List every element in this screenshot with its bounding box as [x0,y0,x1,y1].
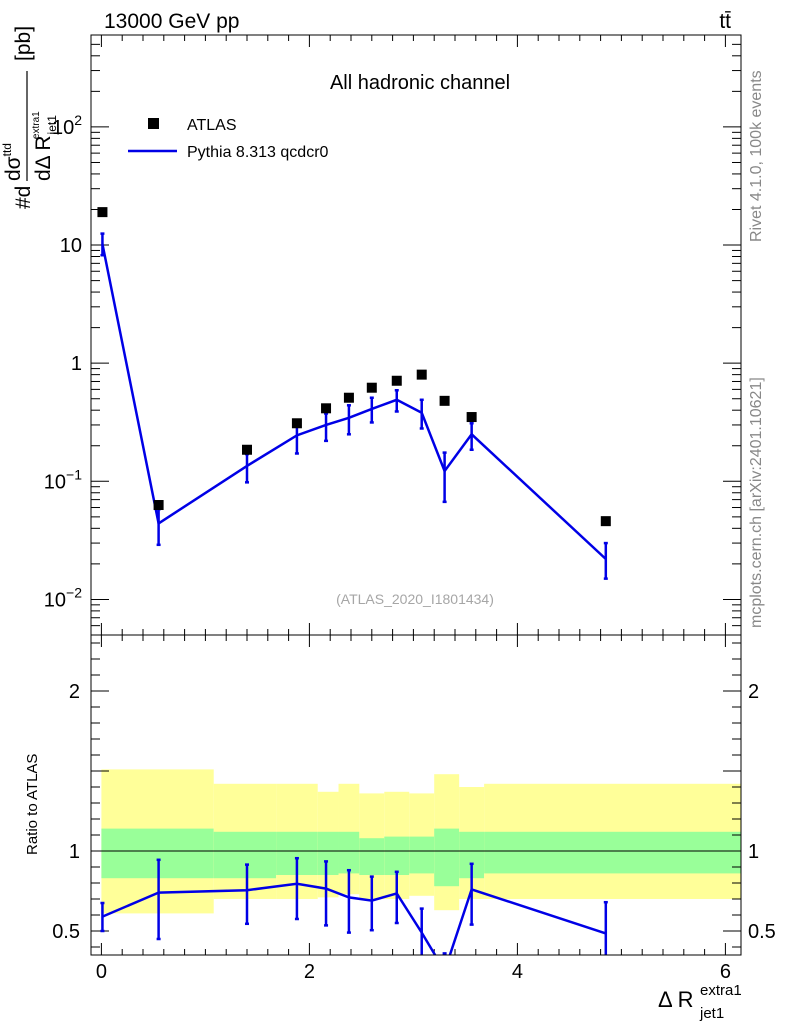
ratio-y-axis-label: Ratio to ATLAS [24,754,41,855]
process-label: tt̄ [719,10,731,33]
data-point [153,500,164,511]
ratio-series [100,856,608,955]
data-point [242,444,252,455]
svg-text:jet1: jet1 [699,1005,724,1022]
ratio-y-tick-label-right: 0.5 [748,921,776,943]
svg-text:extra1: extra1 [700,982,742,999]
y-tick-label: 102 [52,112,82,139]
x-tick-label: 6 [720,961,731,983]
y-tick-label: 10−2 [44,584,82,611]
band-inner-bin [434,828,460,887]
main-series [97,207,611,580]
data-point [416,369,427,380]
ratio-y-tick-label-right: 1 [748,841,759,863]
legend-label-pythia: Pythia 8.313 qcdcr0 [187,144,329,161]
svg-text:dσttd: dσttd [0,143,25,181]
plot-title: All hadronic channel [330,72,510,94]
ratio-y-tick-label-right: 2 [748,681,759,703]
svg-text:dΔ Rjet1extra1: dΔ Rjet1extra1 [31,111,59,181]
main-y-axis-label: #d dσttd dΔ Rjet1extra1 [pb] [0,26,59,209]
band-inner-bin [409,836,435,874]
data-point [366,382,377,393]
band-inner-bin [213,831,277,879]
ratio-series-clipped [100,856,608,955]
band-inner-bin [384,836,410,875]
data-point [291,418,302,429]
data-point [321,403,332,414]
analysis-tag: (ATLAS_2020_I1801434) [336,591,494,607]
y-tick-label: 10 [60,235,82,257]
ratio-y-tick-label-left: 0.5 [52,921,80,943]
data-point [97,207,108,218]
band-inner-bin [317,831,339,875]
band-inner-bin [359,838,385,875]
data-point [391,375,402,386]
data-point [343,392,354,403]
rivet-version-label: Rivet 4.1.0, 100k events [748,70,765,242]
svg-text:[pb]: [pb] [12,26,35,61]
svg-text:#d: #d [12,186,35,209]
svg-text:Δ R: Δ R [658,987,693,1012]
mc-line [101,243,607,560]
y-tick-label: 10−1 [44,466,82,493]
ratio-y-tick-label-left: 2 [69,681,80,703]
source-label: mcplots.cern.ch [arXiv:2401.10621] [748,377,765,628]
ratio-plot-frame [90,634,742,956]
ratio-line [101,882,607,955]
data-point [466,412,477,423]
data-point [600,516,611,527]
y-tick-label: 1 [71,353,82,375]
band-inner-bin [484,831,741,874]
x-tick-label: 2 [304,961,315,983]
legend-label-atlas: ATLAS [187,117,237,134]
x-axis-label: Δ R extra1 jet1 [658,982,742,1022]
x-tick-label: 4 [512,961,523,983]
x-tick-label: 0 [96,961,107,983]
data-point [439,395,450,406]
band-inner-bin [338,831,360,874]
ratio-y-tick-label-left: 1 [69,841,80,863]
energy-label: 13000 GeV pp [104,10,239,33]
legend-marker-atlas [148,118,159,129]
